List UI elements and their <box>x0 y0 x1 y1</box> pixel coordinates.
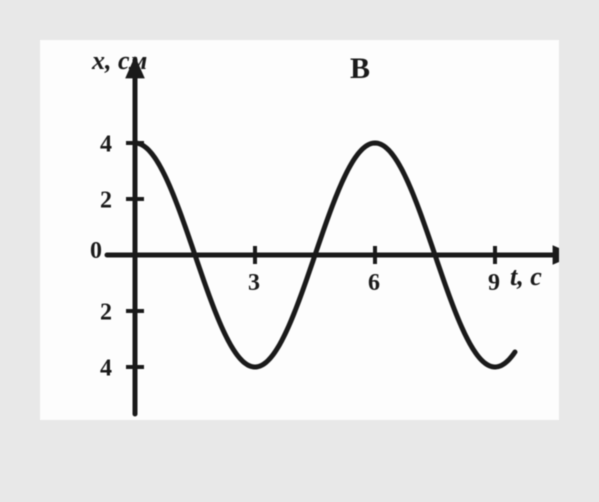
svg-text:6: 6 <box>368 270 380 296</box>
x-axis-label: t, с <box>510 262 542 292</box>
svg-text:4: 4 <box>100 355 112 381</box>
chart-frame: 2 4 2 4 3 6 9 х, см В t, с 0 <box>40 40 559 420</box>
svg-text:4: 4 <box>100 131 112 157</box>
origin-zero: 0 <box>90 238 102 265</box>
oscillation-chart: 2 4 2 4 3 6 9 <box>40 40 559 420</box>
svg-text:2: 2 <box>100 187 112 213</box>
svg-text:9: 9 <box>488 270 500 296</box>
y-axis-label: х, см <box>92 46 147 76</box>
chart-title-letter: В <box>350 52 370 86</box>
svg-text:2: 2 <box>100 299 112 325</box>
svg-text:3: 3 <box>248 270 260 296</box>
